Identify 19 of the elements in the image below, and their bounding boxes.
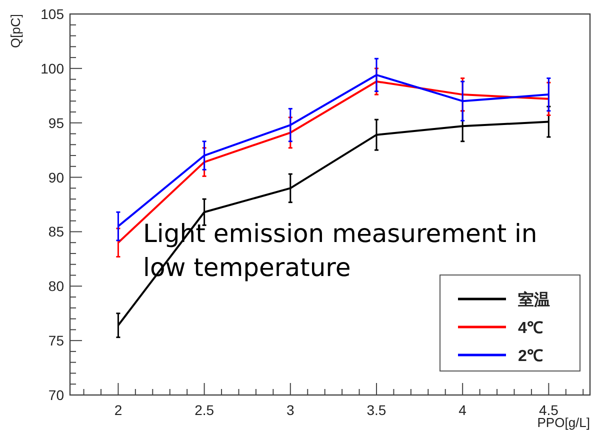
y-tick-label: 75 [48,332,64,349]
y-tick-label: 100 [40,60,64,76]
x-tick-label: 2.5 [194,402,214,418]
y-tick-label: 70 [48,387,64,403]
y-tick-label: 85 [48,224,64,240]
legend-label: 室温 [518,290,550,309]
y-tick-label: 80 [48,278,64,294]
x-axis-title: PPO[g/L] [537,415,590,430]
legend-label: 2℃ [518,348,543,365]
x-tick-label: 2 [114,402,122,418]
x-tick-label: 3.5 [366,402,386,418]
y-tick-label: 105 [40,6,64,22]
y-tick-label: 90 [48,169,64,186]
x-tick-label: 4 [458,402,467,418]
y-axis-title: Q[pC] [8,14,23,48]
y-tick-label: 95 [48,114,64,131]
x-tick-label: 3 [286,402,294,418]
x-tick-label: 4.5 [538,402,559,418]
legend-label: 4℃ [518,320,543,337]
